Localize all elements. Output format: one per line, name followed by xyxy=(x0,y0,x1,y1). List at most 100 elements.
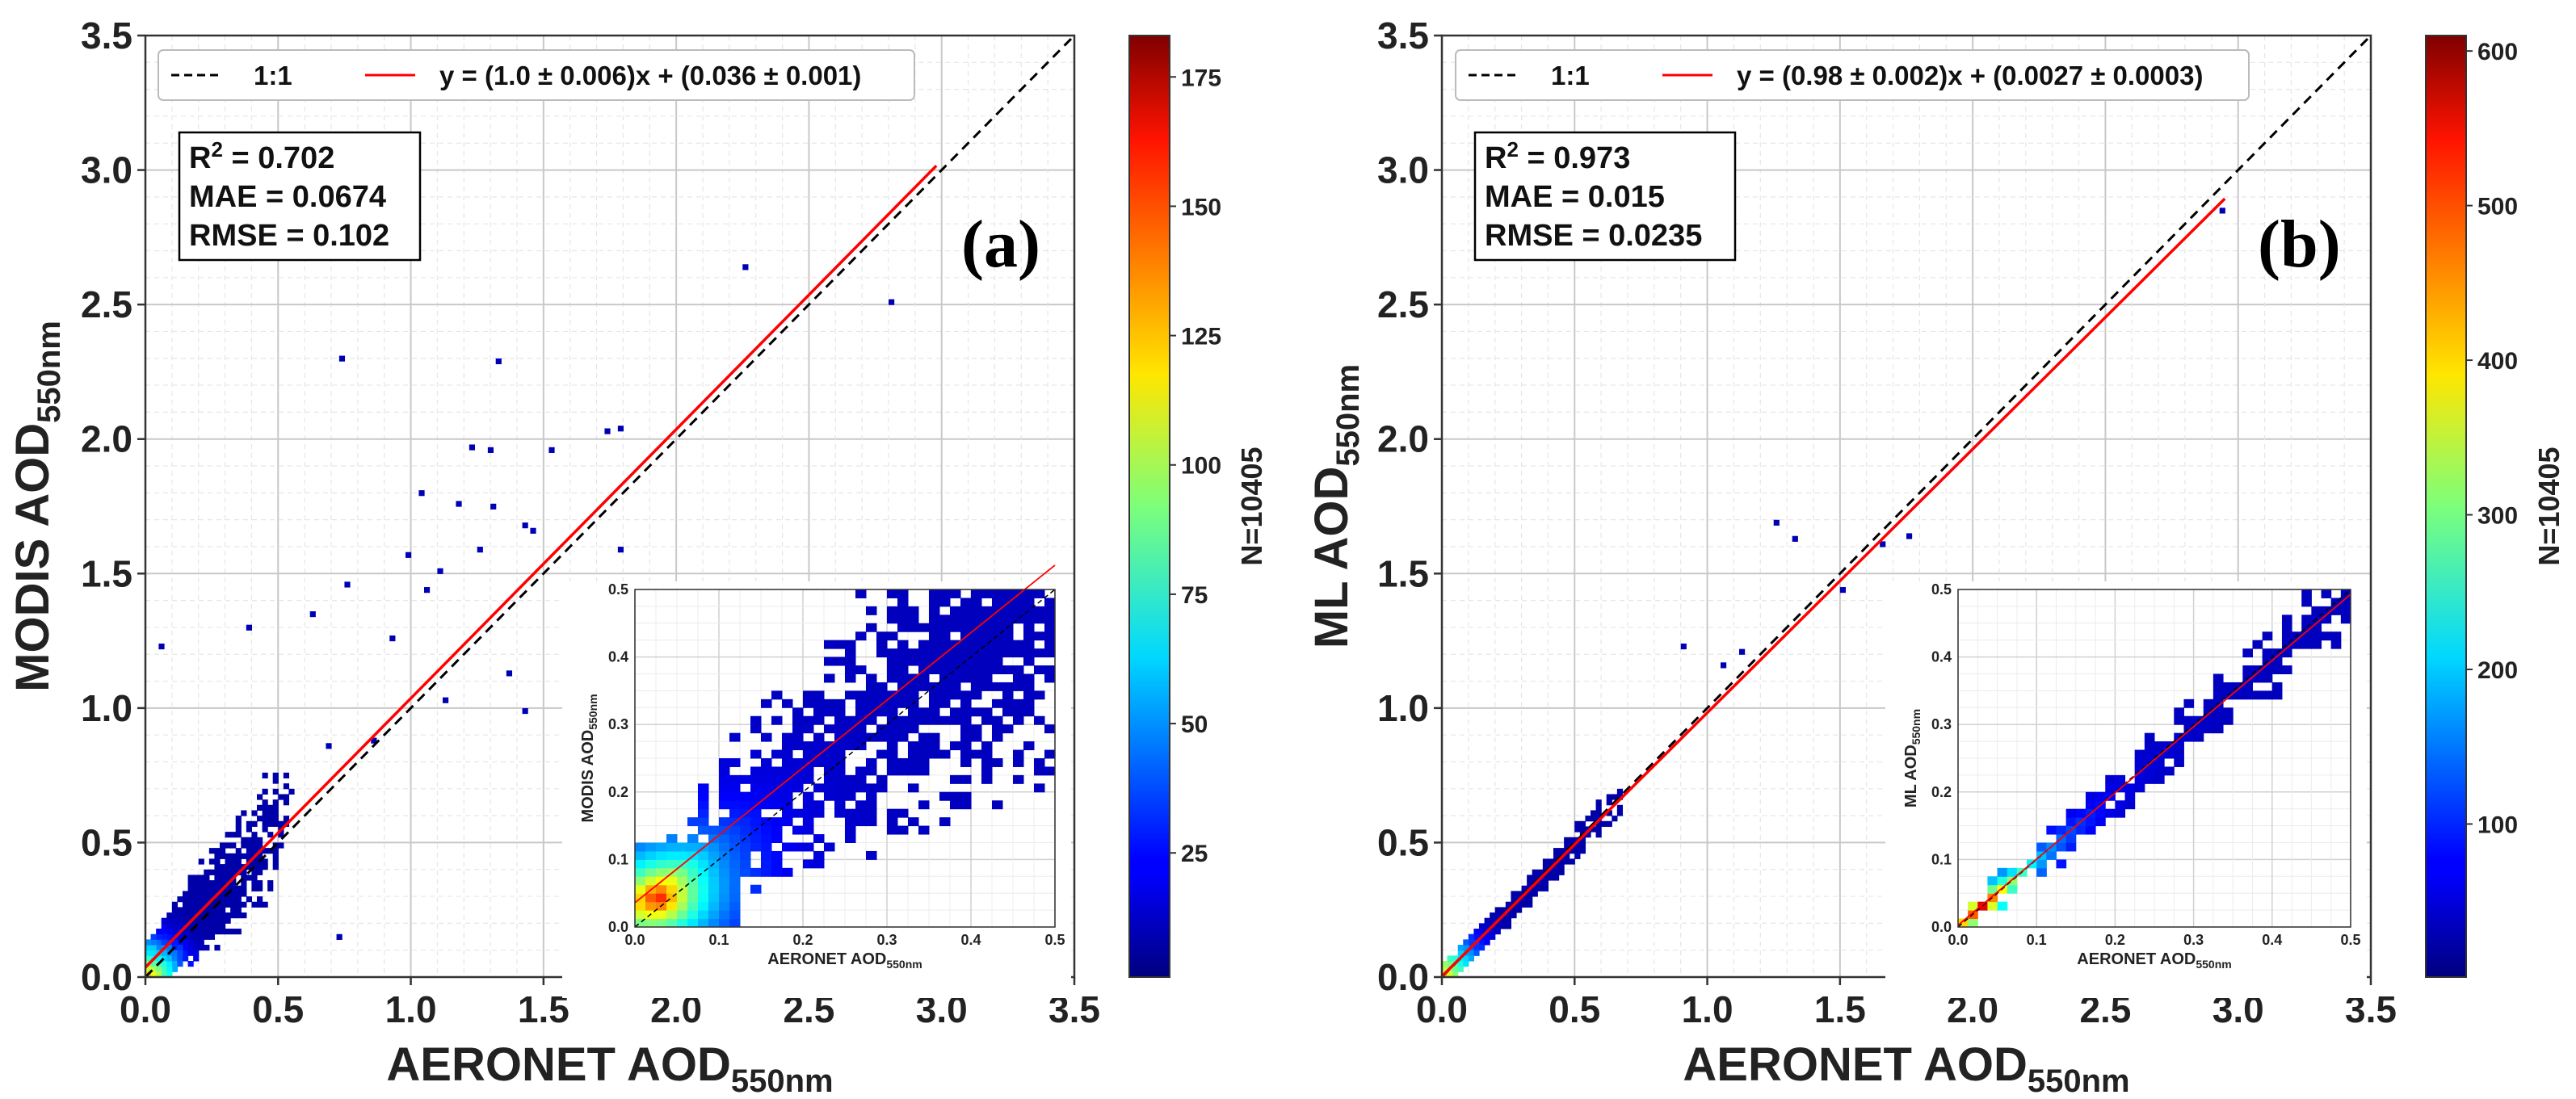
inset-density-cell xyxy=(2330,631,2342,641)
inset-density-cell xyxy=(687,910,699,920)
colorbar-tick-label: 300 xyxy=(2477,503,2518,530)
inset-density-cell xyxy=(1034,783,1045,793)
density-cell xyxy=(272,853,279,859)
inset-density-cell xyxy=(2281,623,2292,632)
inset-density-cell xyxy=(782,732,793,742)
density-cell xyxy=(145,945,152,951)
inset-density-cell xyxy=(2223,682,2234,691)
inset-density-cell xyxy=(803,749,814,759)
inset-density-cell xyxy=(929,598,940,607)
inset-density-cell xyxy=(698,783,709,793)
inset-density-cell xyxy=(740,791,751,801)
x-tick-label: 0.0 xyxy=(1416,988,1468,1030)
inset-density-cell xyxy=(656,867,667,877)
inset-density-cell xyxy=(771,791,783,801)
density-cell xyxy=(241,912,247,919)
density-cell xyxy=(214,907,221,913)
inset-density-cell xyxy=(1013,598,1024,607)
inset-density-cell xyxy=(908,606,919,615)
legend-label-fit: y = (0.98 ± 0.002)x + (0.0027 ± 0.0003) xyxy=(1737,61,2203,90)
inset-density-cell xyxy=(677,867,688,877)
stats-box: R2 = 0.973 MAE = 0.015 RMSE = 0.0235 xyxy=(1473,131,1737,262)
inset-density-cell xyxy=(803,800,814,810)
density-cell xyxy=(235,891,242,897)
inset-density-cell xyxy=(971,690,982,700)
inset-density-cell xyxy=(2223,707,2234,717)
y-tick-label: 1.0 xyxy=(1377,687,1429,729)
density-cell xyxy=(272,810,279,816)
inset-density-cell xyxy=(2213,682,2224,691)
inset-density-cell xyxy=(782,783,793,793)
inset-density-cell xyxy=(698,791,709,801)
inset-density-cell xyxy=(750,791,762,801)
density-cell xyxy=(1447,971,1453,978)
density-cell xyxy=(208,869,216,875)
inset-density-cell xyxy=(845,791,856,801)
inset-x-label-sub: 550nm xyxy=(2196,958,2231,971)
density-cell xyxy=(1595,810,1602,816)
density-cell xyxy=(220,853,226,859)
density-cell xyxy=(1479,929,1486,935)
density-cell xyxy=(150,961,157,967)
inset-density-cell xyxy=(792,774,804,784)
inset-density-cell xyxy=(2134,758,2145,767)
density-cell xyxy=(225,885,231,891)
density-cell xyxy=(1505,923,1512,929)
inset-density-cell xyxy=(981,673,993,683)
inset-density-cell xyxy=(687,834,699,843)
inset-density-cell xyxy=(939,631,951,641)
inset-density-cell xyxy=(2301,615,2312,624)
density-cell xyxy=(204,929,210,935)
inset-density-cell xyxy=(666,876,678,886)
inset-density-cell xyxy=(2252,690,2263,700)
inset-density-cell xyxy=(708,842,720,852)
outlier-point xyxy=(1739,648,1746,655)
inset-density-cell xyxy=(2183,732,2195,742)
colorbar: 25 50 75 100 125 150 175 N=10405 xyxy=(1128,35,1268,978)
inset-density-cell xyxy=(918,623,930,632)
inset-density-cell xyxy=(866,800,877,810)
inset-density-cell xyxy=(792,707,804,717)
inset-density-cell xyxy=(939,749,951,759)
density-cell xyxy=(183,945,189,951)
inset-density-cell xyxy=(866,817,877,827)
density-cell xyxy=(208,901,216,908)
inset-density-cell xyxy=(981,640,993,649)
density-cell xyxy=(235,816,242,822)
inset-density-cell xyxy=(981,758,993,767)
inset-density-cell xyxy=(813,741,825,751)
inset-density-cell xyxy=(1044,749,1056,759)
inset-y-tick-label: 0.2 xyxy=(1931,784,1952,800)
inset-density-cell xyxy=(908,707,919,717)
density-cell xyxy=(235,826,242,833)
inset-density-cell xyxy=(866,791,877,801)
inset-density-cell xyxy=(960,615,972,624)
inset-density-cell xyxy=(876,707,888,717)
density-cell xyxy=(1452,955,1459,962)
density-cell xyxy=(177,923,183,929)
density-cell xyxy=(225,912,231,919)
y-axis-label-main: ML AOD xyxy=(1305,467,1358,649)
density-cell xyxy=(1585,816,1591,822)
x-axis-label: AERONET AOD550nm xyxy=(1683,1038,2129,1099)
outlier-point xyxy=(487,447,494,453)
density-cell xyxy=(262,799,268,806)
inset-density-cell xyxy=(635,867,646,877)
inset-density-cell xyxy=(939,665,951,674)
inset-density-cell xyxy=(918,766,930,776)
inset-density-cell xyxy=(677,918,688,928)
density-cell xyxy=(1516,891,1523,897)
inset-density-cell xyxy=(929,690,940,700)
density-cell xyxy=(187,885,194,891)
density-cell xyxy=(1473,929,1480,935)
inset-density-cell xyxy=(2144,732,2155,742)
inset-density-cell xyxy=(803,774,814,784)
density-cell xyxy=(214,880,221,887)
density-cell xyxy=(204,885,210,891)
inset-density-cell xyxy=(824,749,835,759)
inset-density-cell xyxy=(981,623,993,632)
density-cell xyxy=(198,939,204,946)
inset-density-cell xyxy=(981,648,993,658)
inset-density-cell xyxy=(1023,598,1035,607)
inset-density-cell xyxy=(2311,623,2322,632)
